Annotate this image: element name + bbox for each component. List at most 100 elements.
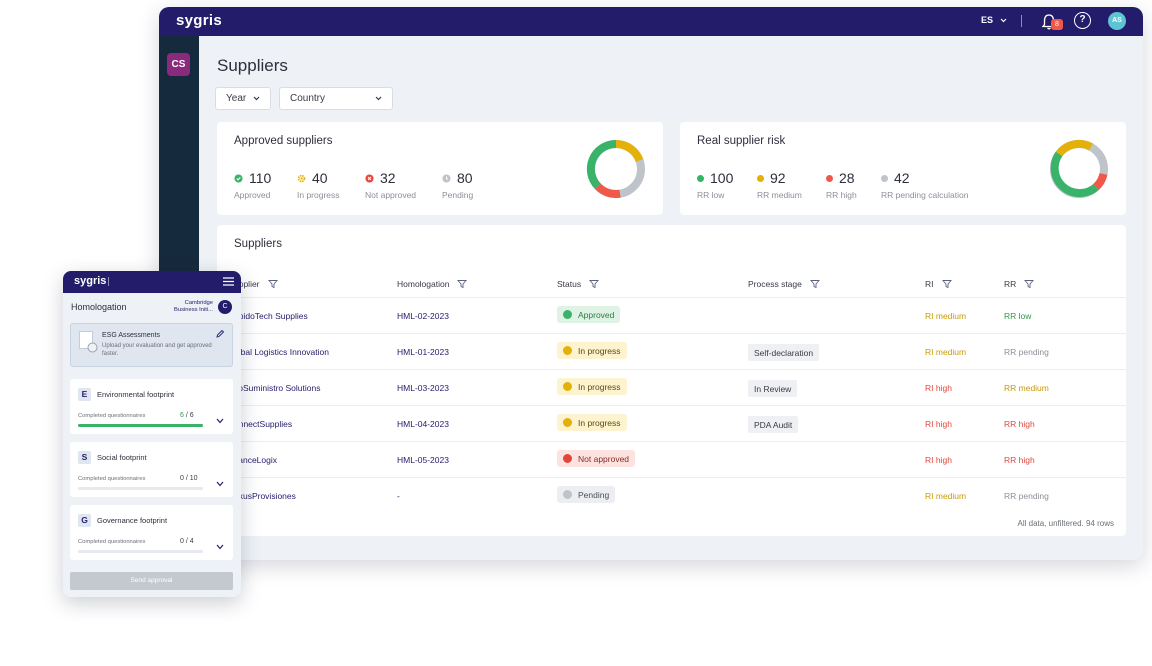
user-avatar[interactable]: AS [1108, 12, 1126, 30]
col-rr[interactable]: RR [1004, 279, 1035, 289]
bell-icon[interactable] [1039, 12, 1059, 32]
stat-value: 92 [770, 170, 786, 186]
edit-icon[interactable] [215, 329, 225, 339]
table-title: Suppliers [234, 238, 282, 250]
sygris-logo[interactable]: sygris [176, 12, 222, 29]
column-header: RI [925, 279, 934, 289]
chevron-down-icon[interactable] [216, 418, 224, 424]
country-filter-label: Country [290, 93, 326, 104]
send-approval-button[interactable]: Send approval [70, 572, 233, 590]
gear-icon [563, 382, 572, 391]
status-badge: Not approved [557, 450, 636, 467]
supplier-name[interactable]: coSuministro Solutions [234, 383, 321, 393]
homologation-id: HML-02-2023 [397, 311, 449, 321]
org-avatar[interactable]: C [218, 300, 232, 314]
stat-label: Approved [234, 190, 271, 200]
clock-icon [563, 490, 572, 499]
stat-in-progress: 40 In progress [297, 170, 340, 200]
filter-icon[interactable] [457, 279, 468, 289]
supplier-name[interactable]: onnectSupplies [234, 419, 293, 429]
stat-value: 28 [839, 170, 855, 186]
desktop-window: sygris ES 8 ? AS CS Suppliers Year Count… [159, 7, 1143, 560]
col-ri[interactable]: RI [925, 279, 952, 289]
filter-icon[interactable] [941, 279, 952, 289]
col-status[interactable]: Status [557, 279, 600, 289]
help-icon[interactable]: ? [1074, 12, 1091, 29]
filter-icon[interactable] [1024, 279, 1035, 289]
column-header: Status [557, 279, 582, 289]
stat-value: 100 [710, 170, 734, 186]
approved-donut-chart [586, 139, 645, 199]
chevron-down-icon[interactable] [216, 481, 224, 487]
supplier-name[interactable]: exusProvisiones [234, 491, 296, 501]
menu-icon[interactable] [223, 277, 234, 286]
section-letter: S [78, 451, 91, 464]
supplier-name[interactable]: lobal Logistics Innovation [234, 347, 329, 357]
card-title: Approved suppliers [234, 135, 333, 147]
table-row[interactable]: lobal Logistics Innovation HML-01-2023 In … [217, 333, 1126, 369]
page-title: Suppliers [217, 56, 288, 75]
section-governance[interactable]: G Governance footprint Completed questio… [70, 505, 233, 560]
stat-value: 80 [457, 170, 473, 186]
col-supplier[interactable]: upplier [234, 279, 278, 289]
table-row[interactable]: ápidoTech Supplies HML-02-2023 Approved RI … [217, 297, 1126, 333]
section-count: 0 / 4 [180, 538, 194, 545]
section-social[interactable]: S Social footprint Completed questionnai… [70, 442, 233, 497]
divider [1021, 15, 1022, 27]
stat-value: 40 [312, 170, 328, 186]
top-navbar: sygris ES 8 ? AS [159, 7, 1143, 36]
stat-approved: 110 Approved [234, 170, 271, 200]
table-row[interactable]: vanceLogix HML-05-2023 Not approved RI high… [217, 441, 1126, 477]
chevron-down-icon[interactable] [216, 544, 224, 550]
esg-assessments-card[interactable]: ESG Assessments Upload your evaluation a… [70, 323, 233, 367]
country-filter[interactable]: Country [279, 87, 393, 110]
col-process-stage[interactable]: Process stage [748, 279, 820, 289]
esg-subtitle: Upload your evaluation and get approved … [102, 343, 212, 357]
x-circle-icon [563, 454, 572, 463]
filter-icon[interactable] [809, 279, 820, 289]
card-title: Real supplier risk [697, 135, 786, 147]
stat-label: In progress [297, 190, 340, 200]
org-name: Cambridge Business Initi... [174, 300, 213, 313]
process-stage-tag: PDA Audit [748, 416, 799, 433]
status-label: Approved [578, 309, 615, 320]
rr-value: RR pending [1004, 347, 1049, 357]
supplier-name[interactable]: ápidoTech Supplies [234, 311, 308, 321]
process-stage-tag: In Review [748, 380, 798, 397]
table-footnote: All data, unfiltered. 94 rows [1017, 519, 1115, 528]
status-dot [881, 174, 888, 182]
progress-fill [78, 424, 203, 427]
year-filter[interactable]: Year [215, 87, 271, 110]
status-badge: In progress [557, 342, 627, 359]
sygris-logo[interactable]: sygris [74, 275, 107, 287]
language-selector[interactable]: ES [981, 15, 1007, 25]
stat-not-approved: 32 Not approved [365, 170, 416, 200]
stat-value: 42 [894, 170, 910, 186]
ri-value: RI high [925, 455, 952, 465]
ri-value: RI medium [925, 347, 967, 357]
column-header: RR [1004, 279, 1017, 289]
stat-rr-high: 28 RR high [826, 170, 857, 200]
check-circle-icon [234, 173, 243, 183]
column-header: Homologation [397, 279, 450, 289]
rr-value: RR high [1004, 455, 1035, 465]
table-row[interactable]: onnectSupplies HML-04-2023 In progress PDA … [217, 405, 1126, 441]
stat-label: RR high [826, 190, 857, 200]
col-homologation[interactable]: Homologation [397, 279, 468, 289]
section-environmental[interactable]: E Environmental footprint Completed ques… [70, 379, 233, 434]
table-row[interactable]: coSuministro Solutions HML-03-2023 In prog… [217, 369, 1126, 405]
progress-bar [78, 487, 203, 490]
status-badge: In progress [557, 414, 627, 431]
table-row[interactable]: exusProvisiones - Pending RI medium RR pendi… [217, 477, 1126, 513]
progress-bar [78, 424, 203, 427]
clock-icon [442, 173, 451, 183]
ri-value: RI medium [925, 311, 967, 321]
stat-pending: 80 Pending [442, 170, 473, 200]
filter-icon[interactable] [589, 279, 600, 289]
supplier-name[interactable]: vanceLogix [234, 455, 278, 465]
homologation-id: HML-04-2023 [397, 419, 449, 429]
section-count: 6 / 6 [180, 412, 194, 419]
column-header: Process stage [748, 279, 802, 289]
filter-icon[interactable] [267, 279, 278, 289]
workspace-badge[interactable]: CS [167, 53, 190, 76]
